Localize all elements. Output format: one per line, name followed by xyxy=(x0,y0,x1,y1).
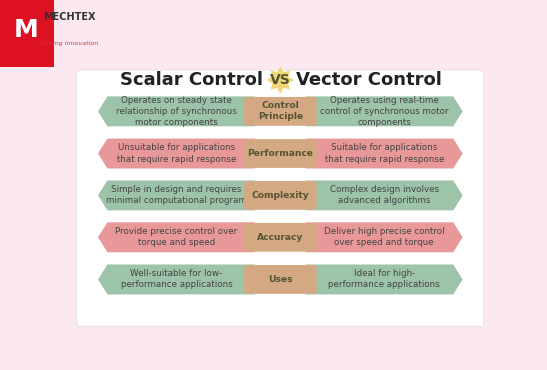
FancyBboxPatch shape xyxy=(244,139,317,168)
Text: Operates on steady state
relationship of synchronous
motor components: Operates on steady state relationship of… xyxy=(116,96,237,127)
Polygon shape xyxy=(98,181,264,211)
Polygon shape xyxy=(0,0,54,67)
FancyBboxPatch shape xyxy=(244,223,317,252)
Text: Suitable for applications
that require rapid response: Suitable for applications that require r… xyxy=(324,144,444,164)
Polygon shape xyxy=(296,265,463,295)
Text: Ideal for high-
performance applications: Ideal for high- performance applications xyxy=(328,269,440,289)
Text: MECHTEX: MECHTEX xyxy=(43,11,95,22)
Text: M: M xyxy=(14,18,39,42)
Text: Simple in design and requires
minimal computational program: Simple in design and requires minimal co… xyxy=(106,185,247,205)
Polygon shape xyxy=(98,265,264,295)
Text: Deliver high precise control
over speed and torque: Deliver high precise control over speed … xyxy=(324,227,445,247)
Text: Well-suitable for low-
performance applications: Well-suitable for low- performance appli… xyxy=(120,269,232,289)
Text: VS: VS xyxy=(270,73,290,87)
Polygon shape xyxy=(296,222,463,252)
Polygon shape xyxy=(266,66,294,94)
FancyBboxPatch shape xyxy=(244,265,317,294)
Polygon shape xyxy=(98,222,264,252)
Polygon shape xyxy=(296,181,463,211)
Text: Complex design involves
advanced algorithms: Complex design involves advanced algorit… xyxy=(330,185,439,205)
Text: Control
Principle: Control Principle xyxy=(258,101,303,121)
Text: Uses: Uses xyxy=(268,275,293,284)
FancyBboxPatch shape xyxy=(244,97,317,126)
Text: Complexity: Complexity xyxy=(252,191,309,200)
Text: Operates using real-time
control of synchronous motor
components: Operates using real-time control of sync… xyxy=(320,96,449,127)
Polygon shape xyxy=(98,138,264,168)
Polygon shape xyxy=(98,97,264,126)
Text: Provide precise control over
torque and speed: Provide precise control over torque and … xyxy=(115,227,237,247)
FancyBboxPatch shape xyxy=(77,70,484,326)
Text: Scalar Control: Scalar Control xyxy=(120,71,263,89)
Text: Unsuitable for applications
that require rapid response: Unsuitable for applications that require… xyxy=(117,144,236,164)
Polygon shape xyxy=(296,97,463,126)
FancyBboxPatch shape xyxy=(244,181,317,210)
Text: Performance: Performance xyxy=(247,149,313,158)
Text: Driving Innovation: Driving Innovation xyxy=(40,41,98,46)
Text: Vector Control: Vector Control xyxy=(296,71,443,89)
Polygon shape xyxy=(296,138,463,168)
Text: Accuracy: Accuracy xyxy=(257,233,304,242)
